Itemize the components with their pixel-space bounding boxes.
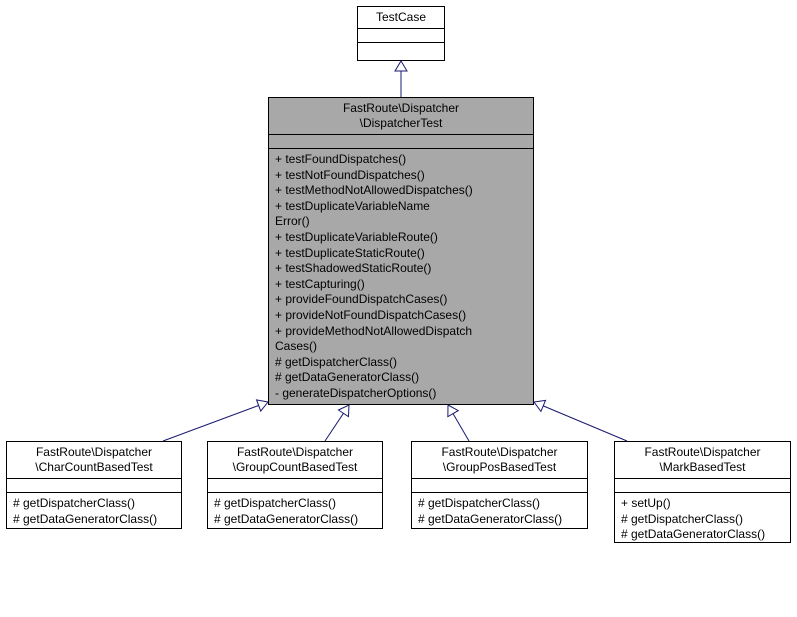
class-box-charcount: FastRoute\Dispatcher\CharCountBasedTest … [6, 441, 182, 529]
class-title: FastRoute\Dispatcher\GroupPosBasedTest [412, 442, 587, 479]
class-methods: # getDispatcherClass()# getDataGenerator… [412, 493, 587, 530]
class-title: FastRoute\Dispatcher\MarkBasedTest [615, 442, 790, 479]
class-title: FastRoute\Dispatcher\GroupCountBasedTest [208, 442, 382, 479]
class-attrs-empty [412, 479, 587, 493]
class-methods: + setUp()# getDispatcherClass()# getData… [615, 493, 790, 546]
class-box-markbased: FastRoute\Dispatcher\MarkBasedTest + set… [614, 441, 791, 543]
class-methods: # getDispatcherClass()# getDataGenerator… [208, 493, 382, 530]
class-attrs-empty [358, 29, 444, 43]
class-box-grouppos: FastRoute\Dispatcher\GroupPosBasedTest #… [411, 441, 588, 529]
class-methods: # getDispatcherClass()# getDataGenerator… [7, 493, 181, 530]
class-title: FastRoute\Dispatcher\CharCountBasedTest [7, 442, 181, 479]
class-attrs-empty [7, 479, 181, 493]
class-methods: + testFoundDispatches()+ testNotFoundDis… [269, 149, 533, 405]
class-title: TestCase [358, 7, 444, 29]
class-attrs-empty [269, 135, 533, 149]
class-methods-empty [358, 43, 444, 57]
class-attrs-empty [208, 479, 382, 493]
class-title: FastRoute\Dispatcher\DispatcherTest [269, 98, 533, 135]
class-box-testcase: TestCase [357, 6, 445, 61]
class-attrs-empty [615, 479, 790, 493]
class-box-dispatchertest: FastRoute\Dispatcher\DispatcherTest + te… [268, 97, 534, 405]
class-box-groupcount: FastRoute\Dispatcher\GroupCountBasedTest… [207, 441, 383, 529]
